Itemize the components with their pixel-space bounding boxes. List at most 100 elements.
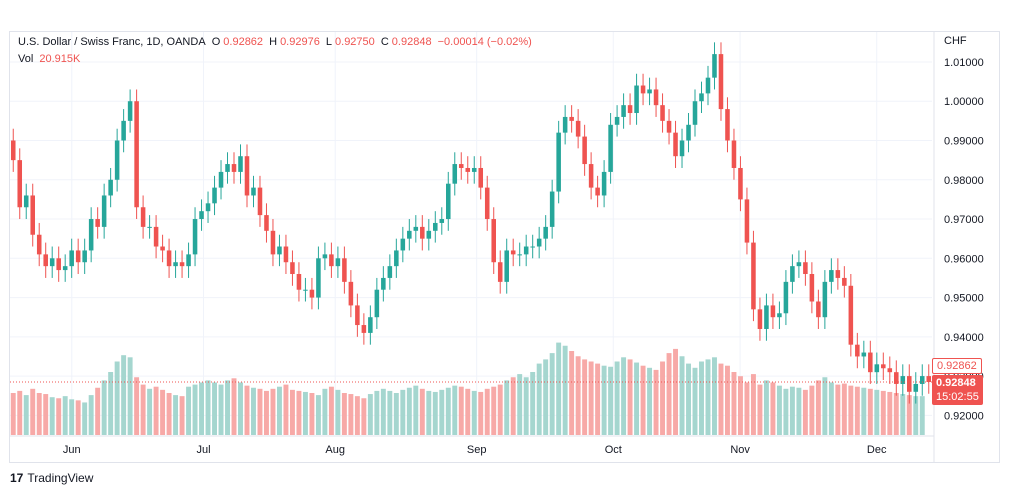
candle-body xyxy=(764,305,769,329)
candle-body xyxy=(608,124,613,172)
candle-body xyxy=(523,246,529,255)
volume-bar xyxy=(582,359,588,435)
volume-bar xyxy=(225,380,230,435)
candle-body xyxy=(809,274,815,302)
volume-bar xyxy=(289,389,295,435)
volume-value: 20.915K xyxy=(39,53,81,65)
candle-body xyxy=(225,164,230,172)
volume-bar xyxy=(387,390,393,435)
candle-body xyxy=(731,140,737,168)
candle-body xyxy=(342,258,347,282)
volume-bar xyxy=(419,388,425,435)
candle-body xyxy=(36,234,42,255)
volume-bar xyxy=(69,399,75,435)
volume-bar xyxy=(504,380,510,435)
volume-bar xyxy=(465,388,471,435)
y-tick-label: 0.99000 xyxy=(944,135,984,147)
candle-body xyxy=(679,140,685,157)
x-tick-label: Nov xyxy=(730,444,750,456)
volume-bar xyxy=(913,396,919,435)
candle-body xyxy=(770,305,776,318)
volume-bar xyxy=(517,374,523,435)
volume-bar xyxy=(497,384,503,435)
candle-body xyxy=(666,120,672,133)
candle-body xyxy=(621,105,626,117)
volume-bar xyxy=(601,365,607,435)
candle-body xyxy=(894,372,899,384)
candle-body xyxy=(510,250,516,255)
volume-bar xyxy=(49,397,55,435)
candle-body xyxy=(744,199,750,243)
volume-bar xyxy=(127,357,133,435)
volume-label[interactable]: Vol xyxy=(18,53,34,65)
volume-bar xyxy=(744,382,750,435)
volume-bar xyxy=(575,356,581,435)
candle-body xyxy=(751,242,756,310)
volume-bar xyxy=(88,395,94,435)
symbol-title[interactable]: U.S. Dollar / Swiss Franc, 1D, OANDA xyxy=(18,36,206,48)
volume-bar xyxy=(23,395,29,435)
candle-body xyxy=(530,246,535,248)
volume-bar xyxy=(367,394,373,435)
volume-bar xyxy=(153,386,159,435)
candle-body xyxy=(926,376,932,382)
volume-bar xyxy=(108,372,114,435)
y-tick-label: 1.00000 xyxy=(944,96,984,108)
volume-bar xyxy=(393,393,399,435)
volume-bar xyxy=(400,389,406,435)
volume-bar xyxy=(426,390,432,435)
volume-bar xyxy=(413,385,419,435)
candle-body xyxy=(283,246,289,263)
volume-bar xyxy=(471,390,477,435)
volume-bar xyxy=(296,390,302,435)
candle-body xyxy=(699,93,704,102)
volume-bar xyxy=(199,382,205,435)
volume-bar xyxy=(309,393,315,435)
candle-body xyxy=(82,250,87,263)
tradingview-logo[interactable]: 17 TradingView xyxy=(10,471,93,485)
candle-body xyxy=(556,132,561,192)
volume-bar xyxy=(315,395,321,435)
candle-body xyxy=(394,250,399,267)
candle-body xyxy=(303,289,308,291)
candle-body xyxy=(913,383,919,392)
high-label: H xyxy=(269,36,278,48)
candle-body xyxy=(803,262,808,275)
x-tick-label: Aug xyxy=(325,444,345,456)
candle-body xyxy=(712,54,717,78)
candle-body xyxy=(75,250,81,263)
volume-bar xyxy=(660,361,666,435)
volume-bar xyxy=(192,384,198,435)
candle-body xyxy=(355,305,360,326)
y-tick-label: 0.96000 xyxy=(944,253,984,265)
volume-bar xyxy=(543,359,549,435)
candle-body xyxy=(270,230,276,255)
candle-body xyxy=(660,105,665,121)
volume-bar xyxy=(692,367,698,435)
candle-body xyxy=(881,364,886,369)
volume-bar xyxy=(17,390,23,435)
volume-bar xyxy=(757,384,763,435)
candle-body xyxy=(796,262,802,267)
candle-body xyxy=(458,164,464,168)
candle-body xyxy=(465,167,471,172)
candle-body xyxy=(790,266,795,282)
volume-bar xyxy=(718,363,724,435)
candle-body xyxy=(478,167,484,188)
volume-bar xyxy=(556,342,562,435)
volume-bar xyxy=(562,345,568,435)
volume-bar xyxy=(880,390,886,435)
candle-body xyxy=(491,219,496,263)
volume-bar xyxy=(737,376,743,435)
volume-bar xyxy=(173,395,179,435)
volume-bar xyxy=(647,367,653,435)
candle-body xyxy=(335,258,341,267)
volume-bar xyxy=(218,384,224,435)
candle-body xyxy=(277,246,282,255)
candle-body xyxy=(160,246,165,251)
volume-bar xyxy=(783,388,789,435)
candle-body xyxy=(69,250,74,267)
volume-bar xyxy=(893,393,899,435)
volume-bar xyxy=(101,380,107,435)
